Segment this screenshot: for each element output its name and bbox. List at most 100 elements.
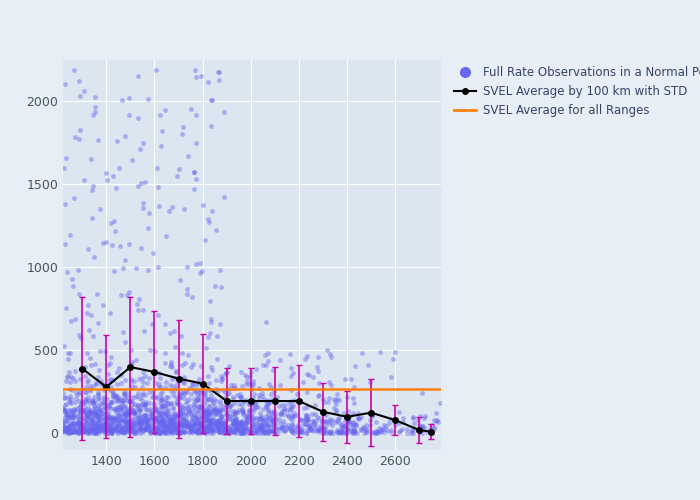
Point bbox=[198, 428, 209, 436]
Point bbox=[174, 430, 186, 438]
Point bbox=[124, 396, 135, 404]
Point bbox=[91, 427, 102, 435]
Point bbox=[84, 388, 95, 396]
Point bbox=[109, 404, 120, 412]
Point bbox=[84, 326, 95, 334]
Point bbox=[61, 427, 72, 435]
Point bbox=[275, 419, 286, 427]
Point bbox=[237, 423, 248, 431]
Point bbox=[134, 406, 145, 414]
Point bbox=[91, 290, 102, 298]
Point bbox=[176, 374, 187, 382]
Point bbox=[283, 411, 294, 419]
Point bbox=[76, 425, 88, 433]
Point bbox=[150, 428, 162, 436]
Point bbox=[193, 406, 204, 414]
Point bbox=[92, 426, 104, 434]
Point bbox=[316, 417, 328, 425]
Point bbox=[203, 394, 214, 402]
Point bbox=[130, 426, 141, 434]
Point bbox=[204, 298, 215, 306]
Point bbox=[301, 429, 312, 437]
Point bbox=[118, 416, 130, 424]
Point bbox=[357, 423, 368, 431]
Point bbox=[325, 429, 336, 437]
Point bbox=[291, 424, 302, 432]
Point bbox=[196, 422, 207, 430]
Point bbox=[135, 423, 146, 431]
Point bbox=[142, 422, 153, 430]
Point bbox=[235, 368, 246, 376]
Point bbox=[84, 428, 95, 436]
Point bbox=[158, 410, 169, 418]
Point bbox=[134, 424, 146, 432]
Point bbox=[150, 394, 162, 402]
Point bbox=[108, 405, 120, 413]
Point bbox=[398, 414, 409, 422]
Point bbox=[153, 416, 164, 424]
Point bbox=[86, 214, 97, 222]
Point bbox=[65, 428, 76, 436]
Point bbox=[251, 429, 262, 437]
Point bbox=[90, 360, 101, 368]
Point bbox=[85, 385, 96, 393]
Point bbox=[85, 399, 96, 407]
Point bbox=[134, 424, 145, 432]
Point bbox=[121, 421, 132, 429]
Point bbox=[344, 418, 355, 426]
Point bbox=[69, 428, 80, 436]
Point bbox=[134, 146, 146, 154]
Point bbox=[65, 412, 76, 420]
Point bbox=[108, 424, 120, 432]
Point bbox=[141, 406, 152, 414]
Point bbox=[78, 400, 90, 407]
Point bbox=[144, 208, 155, 216]
Point bbox=[120, 422, 132, 430]
Point bbox=[177, 406, 188, 414]
Point bbox=[274, 356, 286, 364]
Point bbox=[183, 396, 195, 404]
Point bbox=[64, 428, 75, 436]
Point bbox=[286, 397, 297, 405]
Point bbox=[243, 408, 254, 416]
Point bbox=[186, 428, 197, 436]
Point bbox=[202, 408, 214, 416]
Point bbox=[393, 420, 405, 428]
Point bbox=[185, 364, 196, 372]
Point bbox=[155, 428, 166, 436]
Point bbox=[170, 418, 181, 426]
Point bbox=[281, 422, 293, 430]
Point bbox=[198, 380, 209, 388]
Point bbox=[161, 409, 172, 417]
Point bbox=[199, 428, 211, 436]
Point bbox=[256, 426, 267, 434]
Point bbox=[74, 77, 85, 85]
Point bbox=[134, 296, 145, 304]
Point bbox=[258, 416, 269, 424]
Point bbox=[204, 378, 215, 386]
Point bbox=[202, 424, 213, 432]
Point bbox=[108, 424, 120, 432]
Point bbox=[68, 411, 79, 419]
Point bbox=[129, 418, 140, 426]
Point bbox=[80, 420, 91, 428]
Point bbox=[262, 400, 273, 408]
Point bbox=[350, 420, 361, 428]
Point bbox=[118, 264, 129, 272]
Point bbox=[127, 414, 138, 422]
Point bbox=[76, 422, 87, 430]
Point bbox=[72, 418, 83, 426]
Point bbox=[177, 414, 188, 422]
Point bbox=[349, 428, 360, 436]
Point bbox=[272, 429, 283, 437]
Point bbox=[121, 406, 132, 414]
Point bbox=[230, 420, 241, 428]
Point bbox=[90, 103, 101, 111]
Point bbox=[246, 381, 257, 389]
Point bbox=[244, 400, 255, 407]
Point bbox=[197, 408, 209, 416]
Point bbox=[194, 259, 205, 267]
Point bbox=[66, 428, 78, 436]
Point bbox=[263, 407, 274, 415]
Point bbox=[329, 404, 340, 412]
